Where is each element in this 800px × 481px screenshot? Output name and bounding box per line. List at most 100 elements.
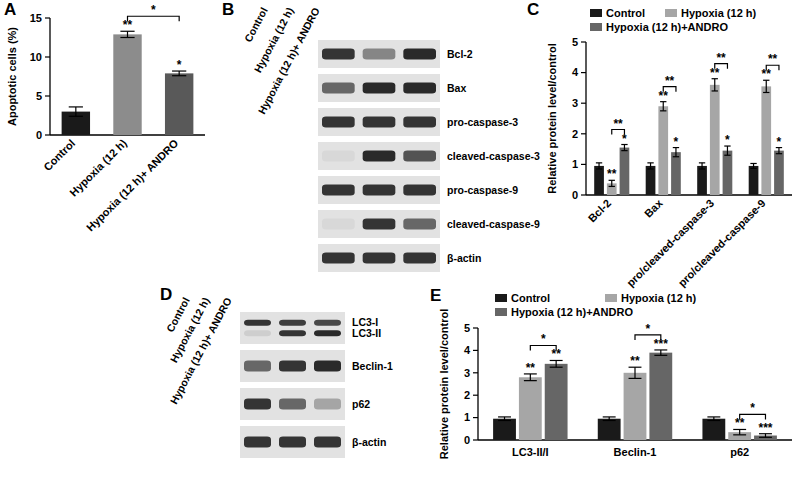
band: [403, 83, 436, 94]
bracket-label: **: [665, 74, 675, 88]
y-tick-label: 0: [572, 189, 578, 201]
y-tick: [581, 194, 586, 195]
error-stem: [701, 163, 702, 169]
y-tick-label: 10: [30, 51, 42, 63]
y-tick: [473, 350, 478, 351]
band: [279, 361, 306, 372]
panel-label: A: [4, 0, 16, 19]
error-stem: [675, 148, 676, 157]
bar: [545, 364, 568, 440]
y-axis: [585, 42, 586, 195]
error-bar: [603, 417, 616, 421]
bar: [624, 373, 647, 440]
error-bar: [750, 163, 756, 168]
band-label: cleaved-caspase-3: [447, 150, 540, 162]
x-tick-label: pro/cleaved-caspase-9: [676, 197, 768, 289]
blot-strip: [240, 388, 345, 420]
significance: ***: [758, 421, 772, 435]
error-bar: [724, 146, 730, 155]
error-cap: [621, 150, 627, 151]
bar: [761, 86, 771, 195]
error-cap: [759, 437, 772, 438]
significance: **: [630, 354, 640, 368]
y-axis-label: Apoptotic cells (%): [6, 27, 18, 126]
band-label: pro-caspase-3: [447, 116, 518, 128]
bar: [649, 353, 672, 440]
y-tick: [45, 95, 50, 96]
error-bar: [524, 374, 537, 381]
band-label: pro-caspase-9: [447, 184, 518, 196]
error-cap: [647, 162, 653, 163]
y-axis: [477, 328, 478, 440]
x-tick-label: Hypoxia (12 h)+ ANDRO: [84, 137, 181, 234]
legend-label: Control: [606, 7, 645, 19]
y-axis-label: Relative protein level/control: [438, 309, 450, 459]
bars: [62, 31, 194, 135]
band: [322, 151, 355, 162]
error-bar: [699, 163, 705, 169]
y-tick: [581, 133, 586, 134]
x-tick-label: p62: [730, 446, 749, 458]
y-tick: [581, 72, 586, 73]
band: [363, 49, 396, 60]
bar: [165, 73, 193, 135]
y-tick: [581, 164, 586, 165]
y-tick: [473, 417, 478, 418]
significance: *: [725, 133, 730, 147]
error-stem: [634, 367, 635, 378]
legend-swatch: [590, 9, 602, 17]
significance: **: [607, 167, 617, 181]
bracket-label: *: [541, 332, 546, 346]
y-tick: [473, 439, 478, 440]
panel-label: C: [527, 0, 539, 19]
band: [322, 117, 355, 128]
y-tick-label: 0: [36, 129, 42, 141]
bar: [774, 151, 784, 195]
band-label: cleaved-caspase-9: [447, 218, 540, 230]
error-bar: [660, 102, 666, 111]
significance: *: [177, 58, 182, 72]
chart-panel: A051015Apoptotic cells (%)****ControlHyp…: [4, 0, 205, 234]
error-stem: [75, 107, 76, 116]
bar: [702, 419, 725, 440]
legend-swatch: [495, 294, 507, 302]
band: [322, 185, 355, 196]
error-bar: [707, 417, 720, 421]
legend-swatch: [605, 294, 617, 302]
band: [322, 49, 355, 60]
y-axis: [49, 18, 50, 135]
bracket-label: **: [716, 51, 726, 65]
y-tick-label: 15: [30, 12, 42, 24]
panel-label: E: [430, 286, 441, 305]
bar: [493, 419, 516, 440]
error-cap: [172, 75, 186, 76]
legend-label: Hypoxia (12 h)+ANDRO: [606, 21, 728, 33]
band: [244, 437, 271, 448]
chart-panel: E012345Relative protein level/control***…: [430, 286, 792, 459]
band: [244, 330, 271, 336]
error-stem: [727, 146, 728, 155]
x-axis: [586, 194, 792, 195]
band: [363, 219, 396, 230]
error-cap: [550, 367, 563, 368]
bars: [594, 79, 784, 195]
band: [244, 361, 271, 372]
y-axis-label: Relative protein level/control: [546, 43, 558, 193]
blot-panel: BControlHypoxia (12 h)Hypoxia (12 h)+ AN…: [222, 0, 540, 272]
band-label: LC3-II: [352, 327, 381, 339]
chart-panel: C012345Relative protein level/control***…: [527, 0, 792, 289]
error-cap: [750, 168, 756, 169]
error-cap: [776, 153, 782, 154]
band-label: Bax: [447, 82, 466, 94]
band: [314, 361, 341, 372]
error-bar: [647, 163, 653, 169]
error-cap: [763, 92, 769, 93]
error-stem: [753, 163, 754, 168]
blot-strip: [240, 312, 345, 344]
bar: [697, 166, 707, 195]
error-cap: [712, 90, 718, 91]
error-stem: [650, 163, 651, 169]
x-tick-label: Bax: [642, 196, 665, 219]
error-cap: [654, 355, 667, 356]
bracket-label: *: [750, 401, 755, 415]
